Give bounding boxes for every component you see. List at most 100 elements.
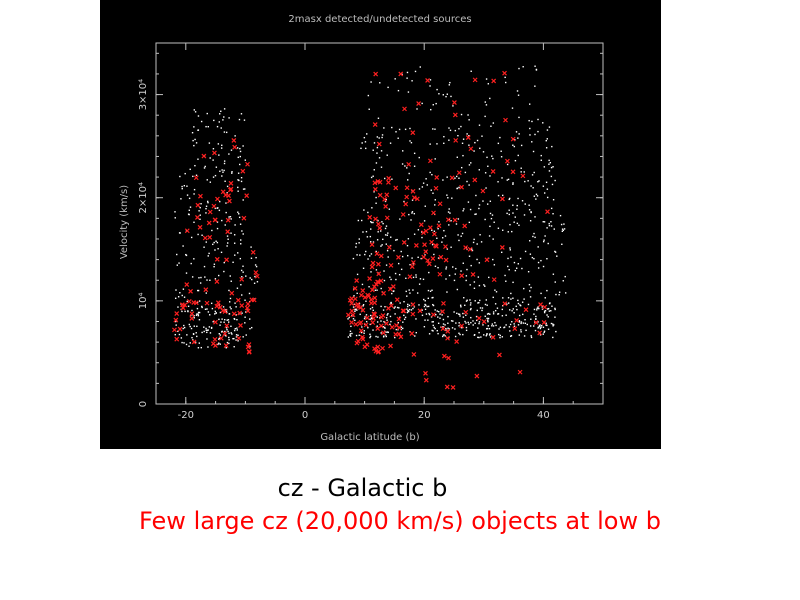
detected-source-point: [225, 310, 228, 312]
undetected-source-marker: [174, 311, 180, 316]
detected-source-point: [495, 324, 497, 327]
detected-source-point: [467, 321, 469, 324]
detected-source-point: [351, 332, 353, 335]
detected-source-point: [387, 256, 389, 258]
x-tick-label: -20: [178, 410, 194, 421]
undetected-source-marker: [240, 168, 246, 174]
detected-source-point: [437, 322, 440, 325]
detected-source-point: [437, 228, 439, 230]
undetected-source-marker: [212, 336, 218, 342]
detected-source-point: [519, 257, 522, 260]
detected-source-point: [439, 317, 441, 319]
detected-source-point: [517, 197, 519, 200]
detected-source-point: [544, 235, 546, 237]
detected-source-point: [442, 326, 444, 328]
detected-source-point: [456, 288, 459, 291]
detected-source-point: [376, 239, 379, 241]
detected-source-point: [195, 174, 198, 176]
undetected-source-marker: [349, 308, 355, 314]
undetected-source-marker: [360, 307, 366, 313]
undetected-source-marker: [440, 309, 445, 315]
detected-source-point: [201, 331, 203, 334]
detected-source-point: [231, 171, 233, 173]
detected-source-point: [465, 314, 467, 316]
detected-source-point: [365, 314, 368, 316]
detected-source-point: [397, 137, 399, 139]
detected-source-point: [533, 171, 535, 174]
detected-source-point: [413, 212, 416, 215]
undetected-source-marker: [444, 384, 450, 390]
detected-source-point: [556, 255, 558, 257]
undetected-source-marker: [542, 304, 548, 310]
detected-source-point: [529, 134, 531, 136]
undetected-source-marker: [459, 184, 464, 190]
detected-source-point: [369, 323, 371, 326]
detected-source-point: [539, 334, 542, 336]
detected-source-point: [226, 242, 229, 244]
detected-source-point: [373, 191, 375, 193]
detected-source-point: [513, 221, 515, 223]
undetected-source-marker: [382, 196, 387, 202]
detected-source-point: [228, 332, 230, 335]
detected-source-point: [514, 159, 517, 162]
detected-source-point: [364, 141, 367, 143]
detected-source-point: [480, 241, 483, 243]
detected-source-point: [240, 177, 243, 179]
detected-source-point: [250, 257, 253, 259]
detected-source-point: [244, 316, 246, 318]
detected-source-point: [428, 313, 431, 316]
detected-source-point: [194, 341, 197, 344]
detected-source-point: [543, 166, 546, 168]
undetected-source-marker: [350, 312, 356, 318]
undetected-source-marker: [241, 215, 247, 221]
detected-source-point: [484, 303, 487, 306]
detected-source-point: [349, 335, 352, 337]
detected-source-point: [552, 273, 555, 275]
detected-source-point: [487, 317, 490, 320]
detected-source-point: [187, 305, 190, 307]
detected-source-point: [406, 71, 409, 74]
undetected-source-marker: [355, 304, 361, 310]
detected-source-point: [530, 336, 533, 339]
detected-source-point: [193, 315, 195, 317]
undetected-source-marker: [510, 169, 516, 175]
detected-source-point: [537, 306, 539, 308]
detected-source-point: [186, 334, 188, 336]
detected-source-point: [555, 330, 557, 333]
detected-source-point: [534, 329, 537, 332]
undetected-source-marker: [212, 150, 217, 156]
undetected-source-marker: [376, 271, 382, 277]
detected-source-point: [379, 317, 381, 319]
detected-source-point: [203, 330, 205, 333]
detected-source-point: [499, 326, 502, 329]
detected-source-point: [434, 199, 437, 201]
detected-source-point: [413, 165, 416, 167]
detected-source-point: [207, 311, 210, 313]
undetected-source-marker: [480, 188, 486, 194]
detected-source-point: [431, 229, 433, 231]
undetected-source-marker: [362, 344, 368, 350]
detected-source-point: [241, 230, 243, 232]
x-tick-label: 20: [418, 410, 431, 421]
detected-source-point: [545, 147, 548, 149]
detected-source-point: [455, 223, 458, 225]
detected-source-point: [361, 326, 363, 328]
detected-source-point: [200, 120, 203, 123]
detected-source-point: [497, 142, 500, 145]
detected-source-point: [460, 113, 463, 116]
detected-source-point: [189, 168, 191, 171]
detected-source-point: [513, 323, 515, 325]
detected-source-point: [490, 125, 492, 127]
detected-source-point: [442, 318, 445, 321]
detected-source-point: [412, 276, 415, 279]
detected-source-point: [473, 281, 476, 283]
undetected-source-marker: [396, 316, 402, 322]
detected-source-point: [219, 170, 221, 172]
detected-source-point: [530, 318, 532, 320]
detected-source-point: [376, 325, 378, 327]
undetected-source-marker: [401, 239, 407, 245]
detected-source-point: [245, 334, 247, 336]
detected-source-point: [235, 336, 238, 338]
detected-source-point: [504, 274, 506, 277]
detected-source-point: [398, 273, 401, 276]
